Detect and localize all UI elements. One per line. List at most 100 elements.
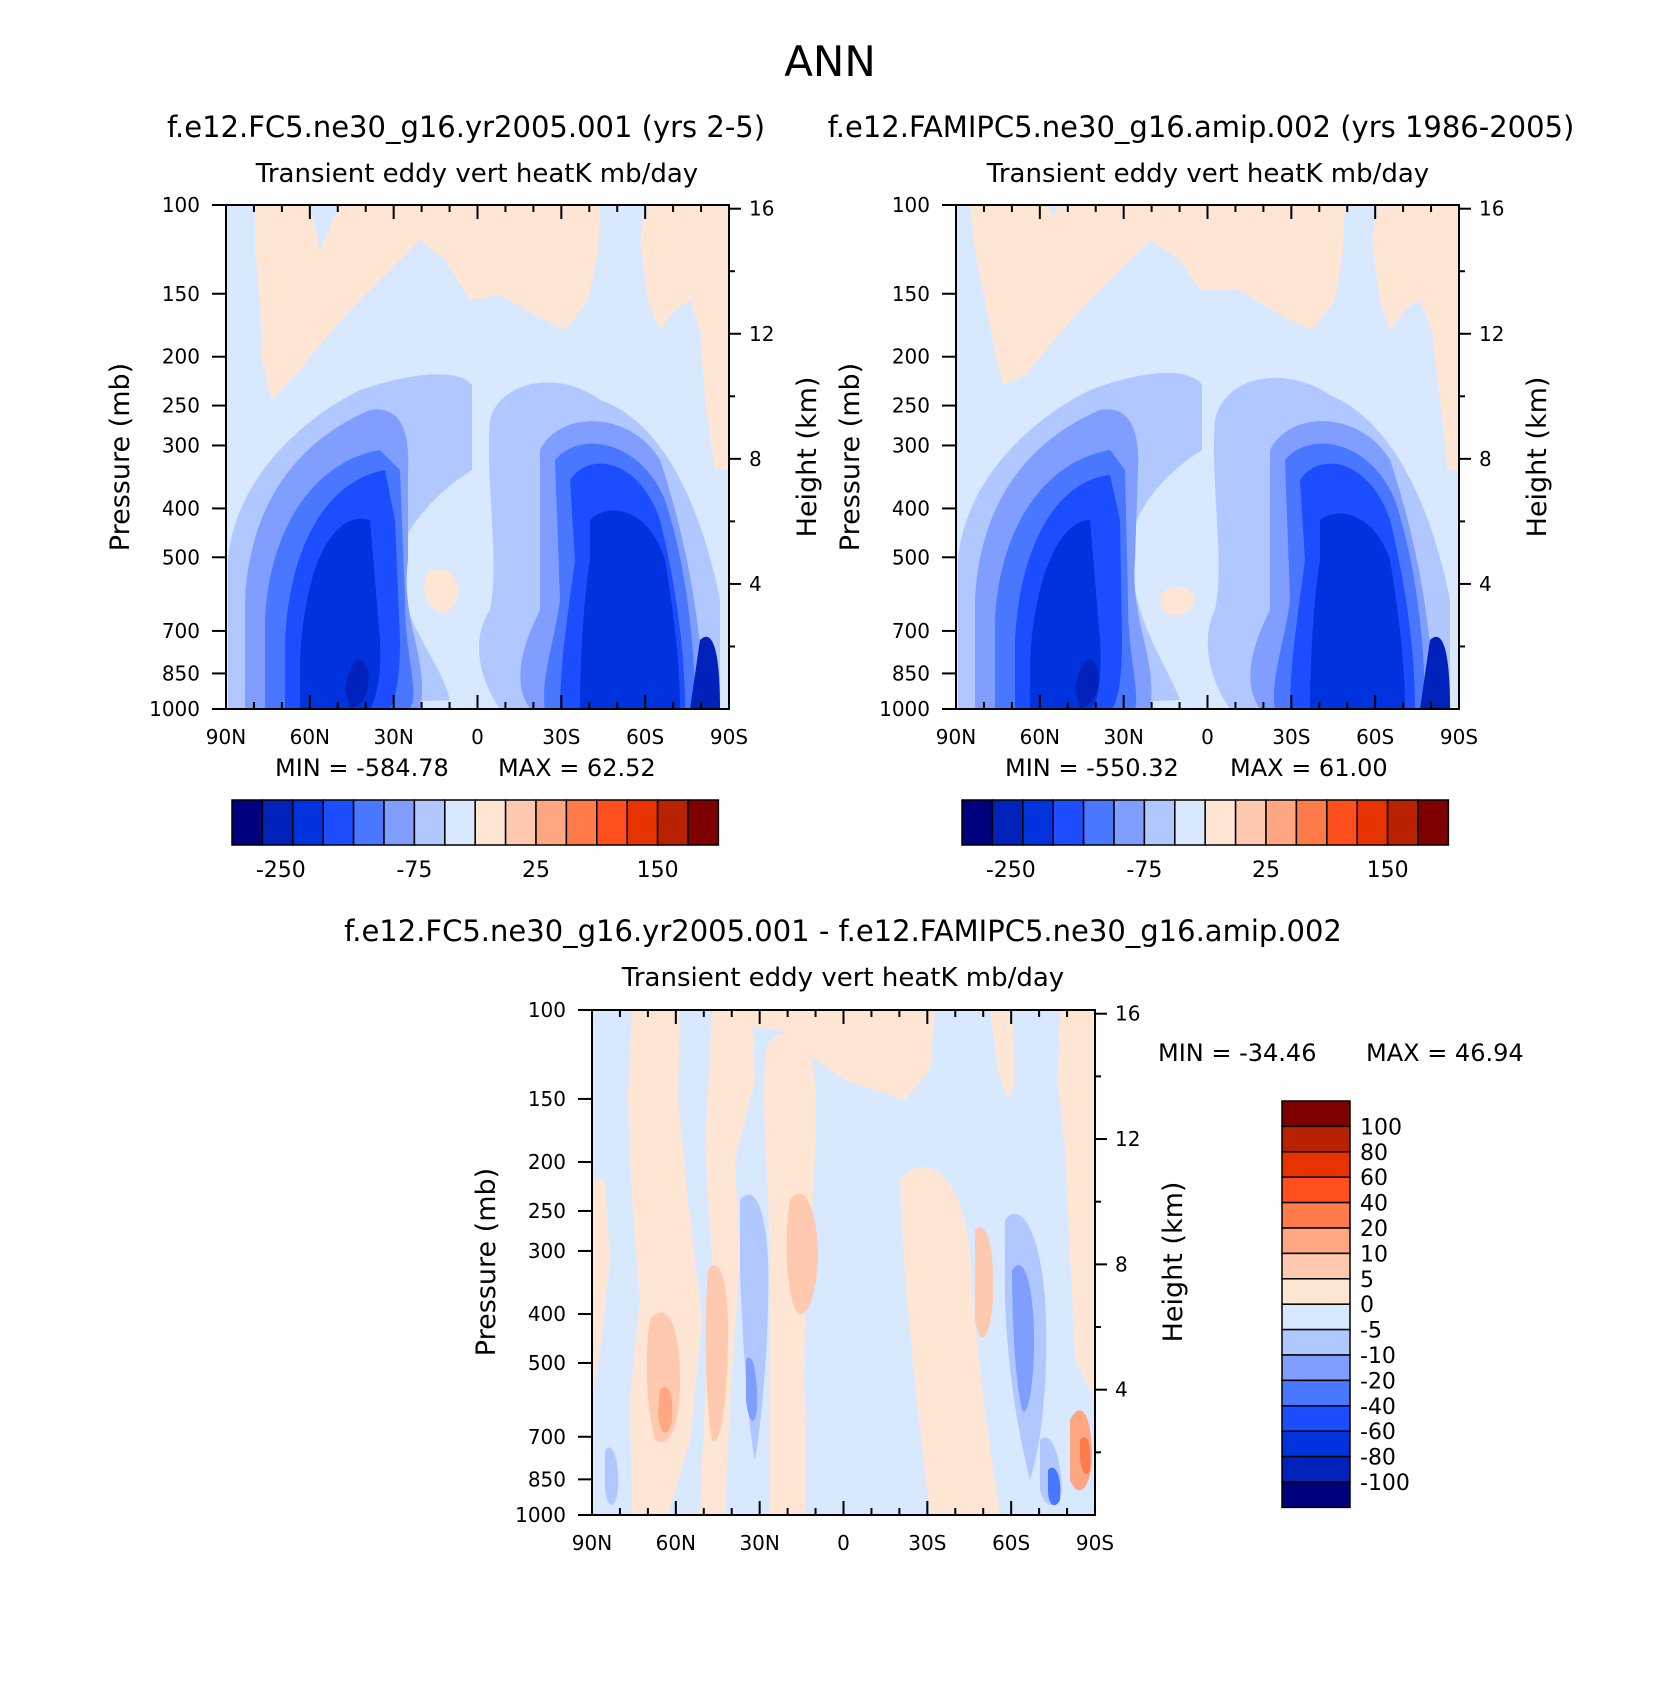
panel-test-ytick-label: 150 — [162, 282, 200, 306]
panel-control-ytick-label: 400 — [892, 496, 930, 520]
panel-diff-colorbar-cell — [1281, 1379, 1351, 1407]
panel-diff-ytick-label: 850 — [528, 1467, 566, 1491]
panel-control-colorbar-cell — [991, 799, 1024, 846]
panel-control-colorbar-cell — [1356, 799, 1389, 846]
panel-diff-pos-band-5 — [900, 1166, 1000, 1515]
panel-diff-y2tick-label: 12 — [1115, 1127, 1140, 1151]
panel-test-max: MAX = 62.52 — [498, 754, 656, 782]
panel-control-colorbar-cell — [1326, 799, 1358, 846]
panel-diff-colorbar-label: -40 — [1360, 1395, 1396, 1420]
panel-control-colorbar-cell — [1295, 799, 1328, 846]
panel-test-colorbar-cell — [322, 799, 355, 846]
panel-control-right-l5 — [1310, 513, 1405, 709]
panel-control-ytick-label: 500 — [892, 545, 930, 569]
panel-control-ytick-label: 150 — [892, 282, 930, 306]
panel-test-ytick-label: 200 — [162, 345, 200, 369]
panel-control-y2label: Height (km) — [1522, 377, 1553, 538]
panel-diff-colorbar-cell — [1281, 1278, 1351, 1305]
panel-diff-colorbar-cell — [1281, 1252, 1351, 1280]
panel-test-title: f.e12.FC5.ne30_g16.yr2005.001 (yrs 2-5) — [167, 110, 765, 144]
panel-test-blob-1 — [424, 568, 459, 613]
panel-control-colorbar-cell — [1113, 799, 1146, 846]
panel-test-xtick-label: 0 — [471, 725, 484, 749]
panel-diff-y2tick-label: 4 — [1115, 1378, 1128, 1402]
panel-diff-neg-l2-1 — [1012, 1265, 1035, 1412]
panel-diff-pos-band-1 — [628, 1010, 702, 1515]
panel-diff-subtitle: Transient eddy vert heatK mb/day — [621, 963, 1064, 993]
panel-test-colorbar-cell — [413, 799, 446, 846]
figure-title: ANN — [784, 37, 876, 86]
panel-diff-colorbar-label: 100 — [1360, 1115, 1402, 1140]
panel-test-colorbar-cell — [444, 799, 476, 846]
panel-control-colorbar-label: 150 — [1367, 858, 1409, 883]
panel-control-colorbar-cell — [1082, 799, 1115, 846]
panel-control-colorbar-cell — [1022, 799, 1054, 846]
panel-control-ytick-label: 1000 — [879, 697, 930, 721]
panel-diff-colorbar-label: 10 — [1360, 1242, 1388, 1267]
panel-diff-ytick-label: 300 — [528, 1239, 566, 1263]
panel-test-colorbar-cell — [626, 799, 659, 846]
panel-control-xtick-label: 60N — [1020, 725, 1060, 749]
panel-test-colorbar-cell — [656, 799, 689, 846]
panel-diff-colorbar-label: -20 — [1360, 1369, 1396, 1394]
panel-control-subtitle: Transient eddy vert heatK mb/day — [986, 159, 1429, 189]
panel-test-colorbar-label: 25 — [522, 858, 550, 883]
panel-diff-min: MIN = -34.46 — [1158, 1039, 1316, 1067]
panel-control-xtick-label: 60S — [1356, 725, 1394, 749]
panel-diff-colorbar-cell — [1281, 1227, 1351, 1255]
panel-control-contours — [956, 205, 1459, 709]
panel-control-colorbar-cell — [1234, 799, 1267, 846]
panel-diff-ylabel: Pressure (mb) — [471, 1168, 502, 1356]
panel-test-colorbar: -250 -75 25 150 — [231, 799, 720, 883]
panel-test-colorbar-cell — [261, 799, 294, 846]
panel-test-colorbar-cell — [504, 799, 537, 846]
panel-control-xtick-label: 90S — [1440, 725, 1478, 749]
panel-diff-title: f.e12.FC5.ne30_g16.yr2005.001 - f.e12.FA… — [344, 914, 1342, 948]
panel-test-colorbar-cell — [474, 799, 507, 846]
panel-test-right-l6 — [690, 636, 720, 709]
panel-control-positive-upper-right — [1372, 205, 1459, 470]
panel-test-xtick-label: 30S — [542, 725, 580, 749]
panel-diff-pos-band-8 — [592, 1180, 610, 1400]
panel-test-ytick-label: 250 — [162, 394, 200, 418]
panel-diff-ytick-label: 200 — [528, 1150, 566, 1174]
panel-diff-neg-3 — [605, 1447, 619, 1505]
panel-diff-xtick-label: 30N — [739, 1531, 779, 1555]
panel-diff-colorbar-label: 0 — [1360, 1293, 1374, 1318]
panel-control-xtick-label: 0 — [1201, 725, 1214, 749]
panel-test-ytick-label: 100 — [162, 193, 200, 217]
panel-control-y2tick-label: 12 — [1479, 322, 1504, 346]
panel-diff-colorbar-cell — [1281, 1481, 1351, 1509]
panel-test-ytick-label: 300 — [162, 433, 200, 457]
panel-diff-xtick-label: 0 — [837, 1531, 850, 1555]
panel-test-y2tick-label: 12 — [749, 322, 774, 346]
panel-diff-colorbar-cell — [1281, 1303, 1351, 1331]
panel-control-min: MIN = -550.32 — [1005, 754, 1179, 782]
panel-diff-pos-band-7 — [1058, 1010, 1095, 1400]
panel-diff-ytick-label: 1000 — [515, 1503, 566, 1527]
panel-diff: f.e12.FC5.ne30_g16.yr2005.001 - f.e12.FA… — [344, 914, 1524, 1555]
panel-control-colorbar: -250 -75 25 150 — [961, 799, 1450, 883]
panel-diff-colorbar-cell — [1281, 1405, 1351, 1432]
panel-control-colorbar-cell — [1265, 799, 1298, 846]
panel-test-subtitle: Transient eddy vert heatK mb/day — [255, 159, 698, 189]
panel-test-ytick-label: 500 — [162, 545, 200, 569]
panel-test-xtick-label: 90N — [206, 725, 246, 749]
panel-test-xtick-label: 90S — [710, 725, 748, 749]
panel-test-right-l5 — [580, 510, 680, 709]
panel-diff-ytick-label: 500 — [528, 1351, 566, 1375]
panel-diff-pos-l2-3 — [786, 1193, 818, 1315]
panel-diff-pos-band-6 — [990, 1010, 1015, 1100]
panel-test-colorbar-cell — [596, 799, 628, 846]
panel-diff-colorbar-label: -10 — [1360, 1344, 1396, 1369]
panel-diff-colorbar-label: 80 — [1360, 1141, 1388, 1166]
panel-diff-colorbar-cell — [1281, 1201, 1351, 1229]
panel-diff-max: MAX = 46.94 — [1366, 1039, 1524, 1067]
panel-control-y2tick-label: 8 — [1479, 447, 1492, 471]
panel-test-ytick-label: 700 — [162, 619, 200, 643]
panel-test-positive-upper-left — [255, 205, 600, 400]
panel-control-ytick-label: 700 — [892, 619, 930, 643]
panel-control-colorbar-cell — [1386, 799, 1419, 846]
panel-control-positive-upper-left — [970, 205, 1345, 385]
panel-test-colorbar-cell — [292, 799, 324, 846]
